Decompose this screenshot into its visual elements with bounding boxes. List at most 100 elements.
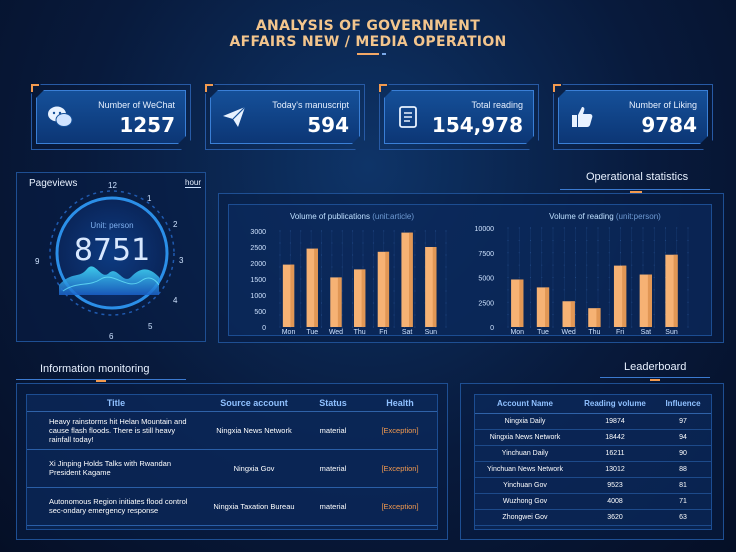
info-row[interactable]: Heavy rainstorms hit Helan Mountain and … [27, 411, 437, 449]
bar [377, 251, 390, 327]
bar-shade [290, 264, 295, 327]
info-row[interactable]: Xi Jinping Holds Talks with Rwandan Pres… [27, 449, 437, 487]
leaderboard-row[interactable]: Ningxia Daily 19874 97 [475, 413, 711, 429]
info-cell-source: Ningxia News Network [216, 425, 292, 435]
lb-cell-influence: 71 [679, 497, 687, 505]
info-cell-title: Autonomous Region initiates flood contro… [49, 497, 188, 515]
info-cell-health[interactable]: [Exception] [381, 463, 419, 473]
bar [425, 247, 437, 327]
leaderboard-row[interactable]: Yinchuan Gov 9523 81 [475, 477, 711, 493]
stat-label: Number of Liking [628, 100, 697, 110]
lb-col-influence: Influence [665, 399, 701, 409]
bar-shade [596, 308, 601, 327]
lb-cell-influence: 88 [679, 465, 687, 473]
x-tick-label: Sat [402, 329, 413, 336]
leaderboard-table-area: Account Name Reading volume Influence Ni… [474, 394, 712, 530]
pageviews-gauge [49, 190, 175, 316]
chart-title: Volume of reading (unit:person) [549, 212, 661, 221]
stat-value: 1257 [119, 113, 175, 137]
pageviews-title: Pageviews [29, 178, 78, 189]
bar-shade [673, 254, 678, 327]
leaderboard-row[interactable]: Yinchuan Daily 16211 90 [475, 445, 711, 461]
stat-card-frame [31, 84, 191, 150]
info-col-health: Health [386, 397, 414, 408]
operational-tag [630, 191, 642, 193]
info-table: Title Source account Status Health Heavy… [27, 395, 437, 526]
bar-shade [519, 279, 524, 327]
stat-value: 594 [307, 113, 349, 137]
bar-shade [570, 301, 575, 327]
card-corner-accent [205, 84, 213, 92]
info-cell-status: material [319, 425, 347, 435]
info-cell-source: Ningxia Taxation Bureau [213, 501, 295, 511]
bar-shade [337, 277, 342, 327]
bar [353, 269, 366, 327]
info-tab: Information monitoring [16, 360, 186, 380]
bar [282, 264, 295, 327]
card-corner-accent [379, 84, 387, 92]
lb-cell-account: Wuzhong Gov [502, 497, 548, 505]
y-tick-label: 7500 [478, 251, 494, 258]
bar-shade [409, 232, 413, 327]
leaderboard-header-row: Account Name Reading volume Influence [475, 395, 711, 413]
y-tick-label: 2000 [250, 261, 266, 268]
info-cell-health[interactable]: [Exception] [381, 501, 419, 511]
clock-5: 5 [148, 322, 153, 331]
y-tick-label: 3000 [250, 229, 266, 236]
x-tick-label: Mon [282, 329, 296, 336]
leaderboard-tab: Leaderboard [600, 358, 710, 378]
stat-card[interactable]: Number of WeChat 1257 [36, 90, 186, 144]
x-tick-label: Tue [537, 329, 549, 336]
dashboard-title-line1: ANALYSIS OF GOVERNMENT [255, 18, 481, 34]
lb-cell-reading: 13012 [605, 465, 625, 473]
pageviews-wave [59, 266, 159, 295]
info-row[interactable]: Autonomous Region initiates flood contro… [27, 487, 437, 525]
leaderboard-row[interactable]: Ningxia News Network 18442 94 [475, 429, 711, 445]
bar-shade [545, 287, 550, 327]
leaderboard-row[interactable]: Zhongwei Gov 3620 63 [475, 509, 711, 525]
bar-shade [622, 265, 627, 327]
stat-label: Number of WeChat [98, 100, 175, 110]
bar-shade [385, 251, 390, 327]
lb-col-reading: Reading volume [584, 399, 646, 409]
hour-toggle[interactable]: hour [185, 178, 202, 188]
stat-card[interactable]: Number of Liking 9784 [558, 90, 708, 144]
document-icon [395, 104, 421, 130]
bar-shade [314, 248, 318, 327]
bar [330, 277, 342, 327]
info-cell-health[interactable]: [Exception] [381, 425, 419, 435]
clock-12: 12 [108, 181, 117, 190]
stat-card[interactable]: Today's manuscript 594 [210, 90, 360, 144]
y-tick-label: 500 [254, 309, 266, 316]
info-table-area: Title Source account Status Health Heavy… [26, 394, 438, 530]
pageviews-panel: Pageviews hour Unit: person 8751 12 1 2 … [16, 172, 206, 342]
info-cell-title: Heavy rainstorms hit Helan Mountain and … [49, 416, 187, 444]
leaderboard-row[interactable]: Yinchuan News Network 13012 88 [475, 461, 711, 477]
operational-title: Operational statistics [586, 171, 689, 183]
x-tick-label: Wed [329, 329, 343, 336]
stat-card-frame [553, 84, 713, 150]
y-tick-label: 0 [490, 325, 494, 332]
stat-card-frame [205, 84, 365, 150]
stat-card[interactable]: Total reading 154,978 [384, 90, 534, 144]
bar [401, 232, 413, 327]
x-tick-label: Mon [510, 329, 524, 336]
lb-cell-influence: 63 [679, 513, 687, 521]
info-title: Information monitoring [40, 363, 150, 375]
bar-shade [432, 247, 437, 327]
lb-cell-reading: 18442 [605, 433, 625, 441]
x-tick-label: Thu [354, 329, 366, 336]
bar-shade [361, 269, 366, 327]
x-tick-label: Thu [588, 329, 600, 336]
lb-col-account: Account Name [496, 399, 553, 409]
info-header-row: Title Source account Status Health [27, 395, 437, 411]
x-tick-label: Sun [425, 329, 438, 336]
stat-label: Total reading [471, 100, 523, 110]
stat-value: 9784 [641, 113, 697, 137]
x-tick-label: Sat [641, 329, 652, 336]
title-underline [382, 53, 386, 55]
chart-title: Volume of publications (unit:article) [290, 212, 414, 221]
clock-6: 6 [109, 332, 114, 341]
leaderboard-row[interactable]: Wuzhong Gov 4008 71 [475, 493, 711, 509]
